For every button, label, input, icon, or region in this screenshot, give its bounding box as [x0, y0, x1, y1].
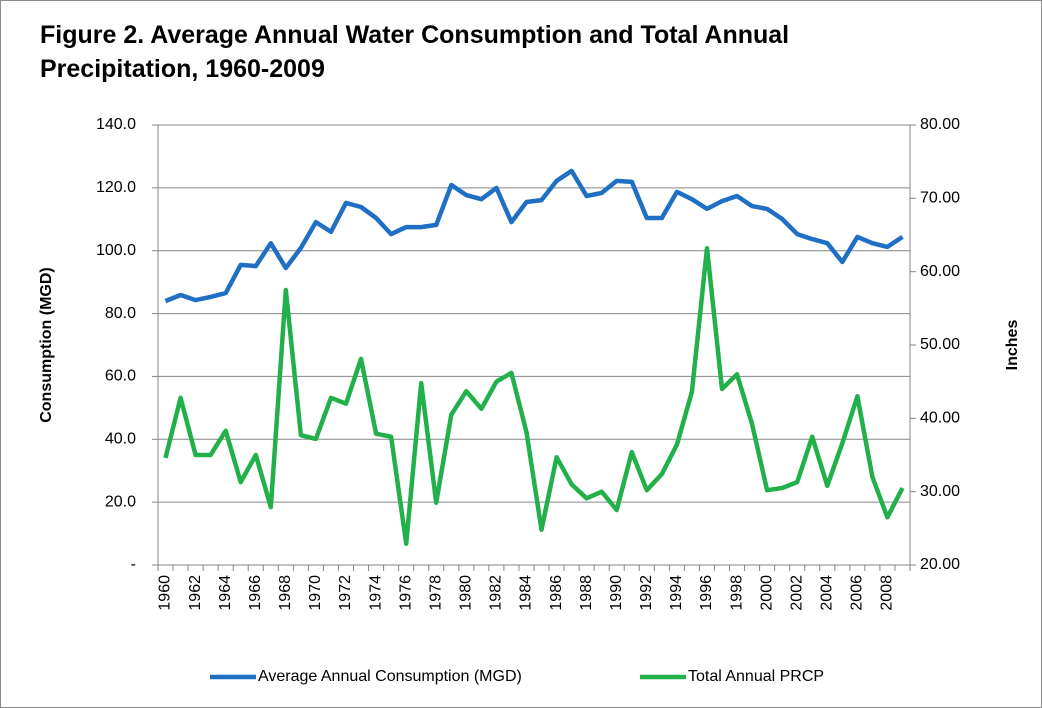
- x-tick-label: 1984: [518, 575, 535, 611]
- y2-tick-label: 70.00: [920, 190, 960, 207]
- chart-title: Figure 2. Average Annual Water Consumpti…: [40, 21, 790, 83]
- series-line: [163, 245, 905, 546]
- y2-tick-label: 50.00: [920, 336, 960, 353]
- y2-tick-label: 40.00: [920, 410, 960, 427]
- x-tick-label: 1964: [217, 575, 234, 611]
- y-tick-label: 60.0: [105, 368, 136, 385]
- x-tick-label: 1994: [668, 575, 685, 611]
- y-tick-label: -: [131, 556, 136, 573]
- y2-tick-label: 20.00: [920, 556, 960, 573]
- series-line: [164, 168, 904, 304]
- y-tick-label: 120.0: [96, 179, 136, 196]
- y-tick-label: 140.0: [96, 116, 136, 133]
- legend-label: Total Annual PRCP: [688, 668, 824, 685]
- x-tick-label: 1962: [187, 575, 204, 611]
- x-tick-label: 1986: [548, 575, 565, 611]
- y2-tick-label: 60.00: [920, 263, 960, 280]
- x-tick-label: 2008: [879, 575, 896, 611]
- x-tick-label: 1990: [608, 575, 625, 611]
- x-tick-label: 2000: [758, 575, 775, 611]
- x-tick-label: 1970: [307, 575, 324, 611]
- x-tick-label: 2004: [818, 575, 835, 611]
- x-tick-label: 1980: [458, 575, 475, 611]
- x-tick-label: 1960: [157, 575, 174, 611]
- x-tick-label: 1988: [578, 575, 595, 611]
- y2-axis-title: Inches: [1004, 320, 1021, 371]
- x-tick-label: 2002: [788, 575, 805, 611]
- x-tick-label: 1966: [247, 575, 264, 611]
- legend-label: Average Annual Consumption (MGD): [258, 668, 522, 685]
- y-tick-label: 20.0: [105, 493, 136, 510]
- x-tick-label: 1978: [427, 575, 444, 611]
- y-tick-label: 80.0: [105, 305, 136, 322]
- x-tick-label: 1998: [728, 575, 745, 611]
- x-tick-label: 1972: [337, 575, 354, 611]
- y-tick-label: 100.0: [96, 242, 136, 259]
- x-tick-label: 1976: [397, 575, 414, 611]
- x-tick-label: 1982: [488, 575, 505, 611]
- y-tick-label: 40.0: [105, 431, 136, 448]
- y2-tick-label: 80.00: [920, 116, 960, 133]
- x-tick-label: 1974: [367, 575, 384, 611]
- y2-tick-label: 30.00: [920, 483, 960, 500]
- x-tick-label: 2006: [849, 575, 866, 611]
- x-tick-label: 1992: [638, 575, 655, 611]
- y-axis-title: Consumption (MGD): [38, 267, 55, 423]
- x-tick-label: 1996: [698, 575, 715, 611]
- x-tick-label: 1968: [277, 575, 294, 611]
